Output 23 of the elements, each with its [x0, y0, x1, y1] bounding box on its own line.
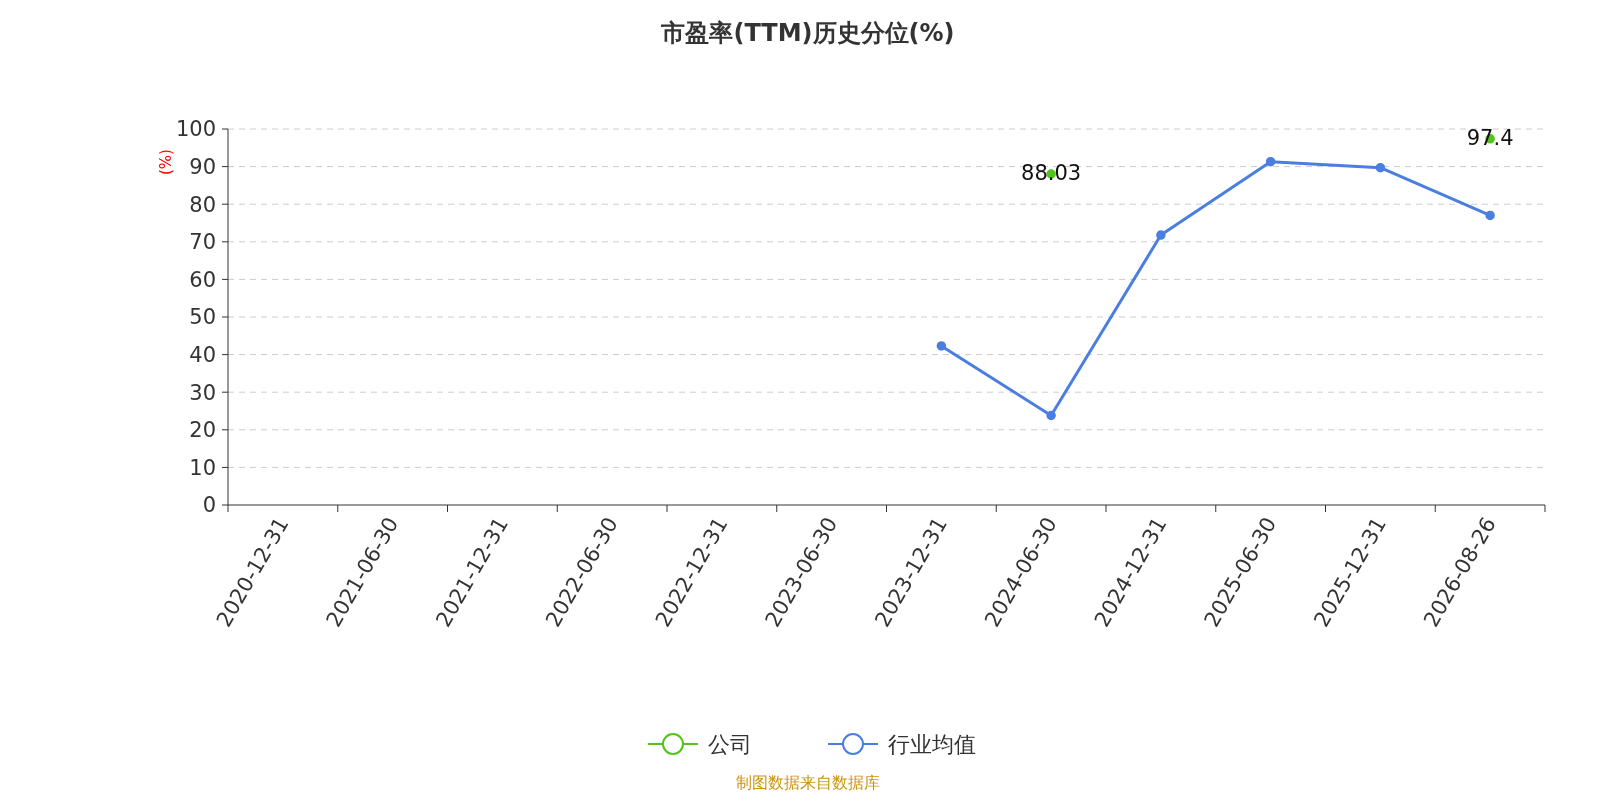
y-tick-label: 10 — [189, 455, 216, 480]
y-tick-label: 80 — [189, 192, 216, 217]
point — [1156, 230, 1166, 240]
legend-label: 公司 — [708, 731, 752, 757]
point — [1046, 410, 1056, 421]
point — [936, 341, 947, 351]
y-tick-label: 70 — [189, 230, 216, 255]
y-tick-label: 40 — [189, 342, 216, 367]
data-label: 97.4 — [1466, 125, 1514, 150]
point — [1375, 162, 1386, 173]
point — [1485, 210, 1495, 221]
y-tick-label: 100 — [175, 117, 216, 142]
y-tick-label: 0 — [202, 493, 216, 518]
legend-label: 行业均值 — [888, 731, 976, 757]
y-tick-label: 20 — [189, 418, 216, 443]
chart-title: 市盈率(TTM)历史分位(%) — [660, 19, 955, 47]
y-tick-label: 60 — [189, 267, 216, 292]
y-tick-label: 90 — [189, 154, 216, 179]
y-tick-label: 30 — [189, 380, 216, 405]
y-tick-label: 50 — [189, 305, 216, 330]
y-axis-title: (%) — [157, 149, 175, 175]
point — [1265, 156, 1276, 167]
text: 制图数据来自数据库 — [736, 773, 880, 792]
